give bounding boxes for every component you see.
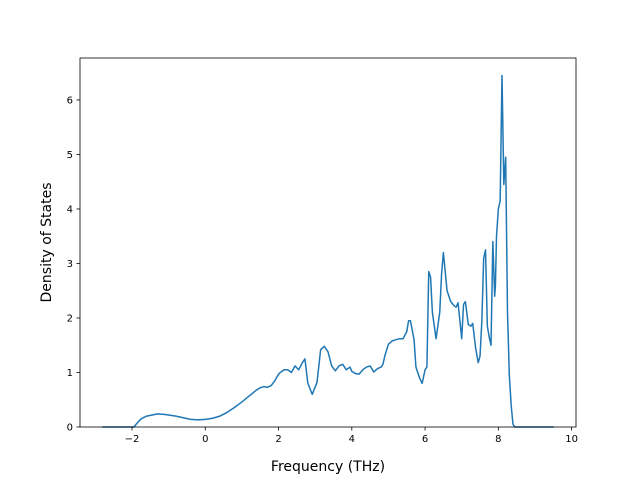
series-line xyxy=(101,74,555,428)
x-axis-title: Frequency (THz) xyxy=(271,459,385,475)
x-tick-label: −2 xyxy=(125,434,140,445)
plot-area xyxy=(79,57,577,428)
y-tick-label: 1 xyxy=(67,368,73,379)
y-axis-title: Density of States xyxy=(39,183,55,303)
axes-frame xyxy=(79,57,577,428)
x-tick-label: 0 xyxy=(202,434,208,445)
x-tick-label: 8 xyxy=(495,434,501,445)
x-tick-label: 2 xyxy=(275,434,281,445)
y-tick-label: 4 xyxy=(67,204,73,215)
x-tick-label: 10 xyxy=(565,434,578,445)
y-tick-label: 6 xyxy=(67,95,73,106)
y-tick-label: 3 xyxy=(67,259,73,270)
x-tick-label: 4 xyxy=(349,434,355,445)
x-tick-label: 6 xyxy=(422,434,428,445)
x-axis-ticks: −2 0 2 4 6 8 10 xyxy=(125,427,578,445)
y-tick-label: 0 xyxy=(67,423,73,434)
y-tick-label: 2 xyxy=(67,313,73,324)
y-tick-label: 5 xyxy=(67,150,73,161)
y-axis-ticks: 0 1 2 3 4 5 6 xyxy=(67,95,80,434)
